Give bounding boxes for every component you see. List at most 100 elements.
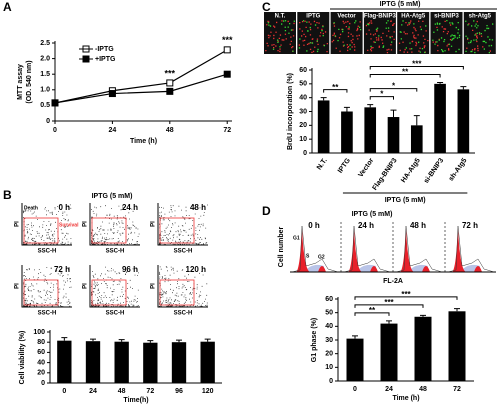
- data-point: [108, 90, 116, 98]
- significance: **: [332, 83, 339, 92]
- y-tick-label: 2.0: [40, 55, 50, 62]
- error-bar: [390, 109, 397, 118]
- plot-axis: SSC-H: [174, 311, 193, 317]
- significance-bracket: [354, 304, 424, 308]
- plot-axis: PI: [15, 221, 21, 227]
- y-tick-label: 50: [299, 81, 307, 88]
- y-tick-label: 20: [325, 351, 333, 358]
- bar: [434, 83, 446, 153]
- significance-bracket: [354, 296, 458, 300]
- x-tick-label: 0: [353, 386, 357, 393]
- y-tick-label: 1.5: [40, 71, 50, 78]
- plot-label: 24 h: [122, 203, 138, 212]
- x-tick-label: 24: [385, 386, 393, 393]
- cell-dots: [398, 20, 429, 53]
- y-axis-label: MTT assay: [17, 64, 24, 100]
- hist-g2: [474, 266, 482, 272]
- plot-axis: PI: [83, 221, 89, 227]
- hist-g1: [296, 228, 310, 272]
- bar: [457, 89, 470, 153]
- hist-g2: [422, 266, 430, 272]
- bar: [317, 100, 330, 153]
- hist-g1: [400, 228, 414, 272]
- plot-label: 72 h: [462, 221, 478, 230]
- x-tick-label: 48: [419, 386, 427, 393]
- error-bar: [420, 314, 426, 317]
- gate-label: Survival: [59, 222, 79, 228]
- y-tick-label: 40: [325, 323, 333, 330]
- significance-bracket: [369, 88, 418, 92]
- x-tick-label: 0: [62, 388, 66, 395]
- gate-label: Death: [24, 205, 38, 211]
- gate: [91, 279, 127, 306]
- y-tick-label: 30: [299, 108, 307, 115]
- x-tick-label: 48: [118, 388, 126, 395]
- image-label: HA-Atg5: [401, 14, 426, 20]
- bar: [85, 341, 101, 383]
- data-point: [166, 79, 174, 87]
- x-tick-label: 24: [89, 388, 97, 395]
- cell-dots: [465, 20, 494, 54]
- panel-label: D: [262, 204, 271, 218]
- plot-axis: SSC-H: [106, 249, 125, 255]
- phase-label: G1: [293, 235, 300, 241]
- x-tick-label: Flag-BNIP3: [371, 157, 398, 192]
- plot-label: 24 h: [358, 221, 374, 230]
- plot-frame: [21, 265, 72, 308]
- y-tick-label: 100: [33, 329, 45, 336]
- panel-label: B: [3, 188, 12, 202]
- y-tick-label: 10: [299, 136, 307, 143]
- significance: **: [369, 306, 376, 315]
- gate: [159, 217, 195, 244]
- error-bar: [386, 320, 392, 324]
- cell-dots: [432, 20, 461, 53]
- y-tick-label: 60: [37, 349, 45, 356]
- significance: **: [402, 68, 409, 77]
- cell-image: [430, 12, 463, 54]
- x-tick-label: 96: [175, 388, 183, 395]
- error-bar: [460, 86, 467, 90]
- plot-axis: PI: [151, 221, 157, 227]
- plot-axis: PI: [151, 283, 157, 289]
- hist-outline: [395, 225, 443, 273]
- panel-label: A: [3, 0, 12, 14]
- plot-axis: PI: [15, 283, 21, 289]
- x-tick-label: 72: [223, 127, 231, 134]
- plot-axis: SSC-H: [38, 311, 57, 317]
- gate: [23, 279, 59, 306]
- plot-label: 72 h: [54, 265, 70, 274]
- x-tick-label: 72: [453, 386, 461, 393]
- y-tick-label: 20: [299, 122, 307, 129]
- significance: ***: [165, 68, 176, 78]
- error-bar: [343, 106, 350, 112]
- image-label: Flag-BNIP3: [364, 14, 397, 20]
- y-tick-label: 0: [41, 380, 45, 387]
- gate: [159, 279, 195, 306]
- hist-g2: [370, 266, 378, 272]
- error-bar: [118, 339, 125, 342]
- bar: [448, 311, 466, 381]
- x-axis-label: Time (h): [392, 395, 419, 402]
- error-bar: [454, 308, 460, 312]
- significance-bracket: [354, 312, 390, 316]
- data-point: [223, 70, 231, 78]
- plot-label: 0 h: [308, 221, 320, 230]
- bar: [364, 107, 377, 153]
- bar: [387, 117, 400, 153]
- x-tick-label: HA-Atg5: [400, 157, 422, 184]
- plot-label: 96 h: [122, 265, 138, 274]
- bar: [143, 342, 158, 383]
- y-tick-label: 0: [329, 378, 333, 385]
- series-line: [54, 73, 228, 104]
- flow-dots: [159, 204, 208, 245]
- x-tick-label: Vector: [357, 157, 375, 179]
- data-point: [166, 87, 174, 95]
- plot-frame: [21, 203, 72, 246]
- significance: ***: [222, 35, 233, 45]
- significance-bracket: [369, 73, 441, 78]
- significance-bracket: [323, 89, 348, 93]
- x-tick-label: 120: [202, 388, 214, 395]
- panel-label: C: [262, 0, 271, 14]
- x-axis-label: Time(h): [123, 397, 148, 404]
